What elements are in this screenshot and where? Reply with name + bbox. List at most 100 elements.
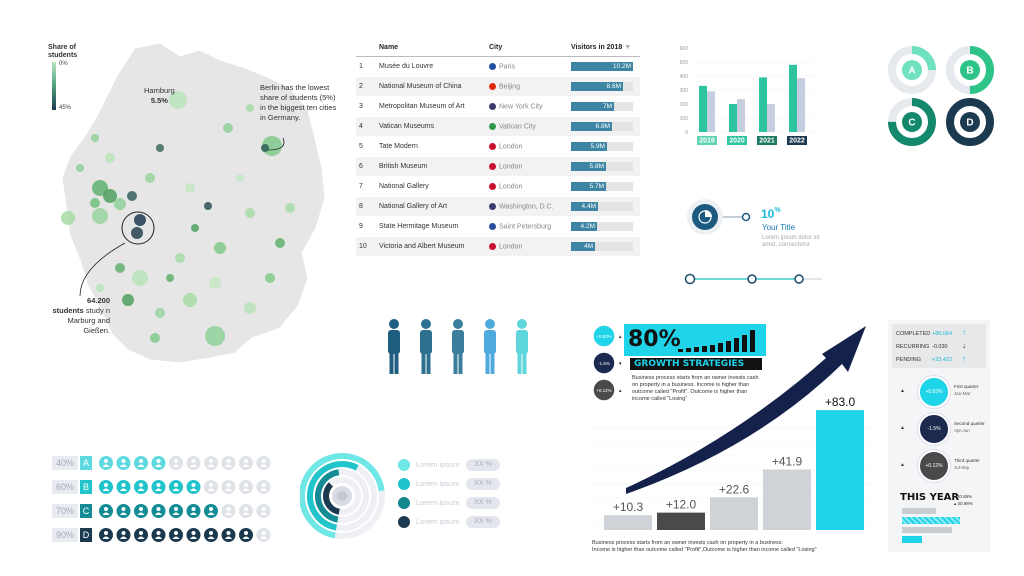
map-dot bbox=[134, 214, 146, 226]
map-dot bbox=[96, 284, 104, 292]
mini-bar bbox=[726, 341, 731, 352]
visitors-cell: 8.6M bbox=[568, 76, 640, 97]
this-year-bar-3 bbox=[902, 527, 952, 533]
quarter-sub: Apr-Jun bbox=[954, 428, 970, 433]
year-chip bbox=[727, 136, 747, 145]
percent-row: 90% D bbox=[52, 528, 282, 542]
growth-arrow-icon bbox=[626, 326, 866, 494]
stats-row: COMPLETED +86.064 ↑ bbox=[896, 328, 984, 339]
percent-label: 70% bbox=[52, 504, 78, 518]
person-leg-icon bbox=[458, 350, 463, 374]
title-widget-title: Your Title bbox=[762, 223, 796, 232]
percent-label: 60% bbox=[52, 480, 78, 494]
table-row: 8 National Gallery of Art Washington, D.C.… bbox=[356, 196, 640, 217]
map-dot bbox=[145, 173, 155, 183]
this-year-title: THIS YEAR bbox=[900, 492, 960, 503]
stats-value: +86.064 bbox=[932, 331, 953, 337]
y-tick-label: 400 bbox=[680, 74, 689, 80]
slider-knob-3[interactable] bbox=[794, 274, 804, 284]
person-leg-icon bbox=[426, 350, 431, 374]
visitors-bar-track: 5.7M bbox=[571, 182, 633, 191]
year-bar bbox=[759, 77, 767, 132]
flag-icon bbox=[489, 142, 496, 150]
map-dot bbox=[156, 144, 164, 152]
growth-badge-text: -1.5% bbox=[598, 361, 610, 366]
person-head-icon bbox=[485, 319, 495, 329]
map-dot bbox=[91, 134, 99, 142]
map-dot bbox=[185, 183, 195, 193]
percent-row: 70% C bbox=[52, 504, 282, 518]
map-dot bbox=[61, 211, 75, 225]
person-head-icon bbox=[421, 319, 431, 329]
y-tick-label: 200 bbox=[680, 102, 689, 108]
radial-arc bbox=[323, 477, 361, 515]
map-dot bbox=[122, 294, 134, 306]
visitors-label: 6.8M bbox=[595, 123, 610, 130]
donut-letter: A bbox=[908, 66, 915, 77]
legend-pill: XX % bbox=[466, 478, 500, 490]
quarter-badge: -1.5% bbox=[918, 413, 950, 445]
percent-sign: % bbox=[774, 207, 781, 214]
growth-badge bbox=[592, 378, 616, 402]
year-chip bbox=[697, 136, 717, 145]
map-dot bbox=[76, 164, 84, 172]
flag-icon bbox=[489, 242, 496, 250]
growth-bar-label: +83.0 bbox=[825, 395, 856, 409]
slider-knob-2[interactable] bbox=[747, 274, 757, 284]
flag-icon bbox=[489, 182, 496, 190]
year-bar bbox=[797, 78, 805, 132]
radial-legend-item: Lorem ipsum XX % bbox=[398, 497, 508, 509]
donut-center bbox=[902, 60, 922, 80]
hamburg-label: Hamburg bbox=[144, 86, 175, 95]
y-tick-label: 300 bbox=[680, 88, 689, 94]
stats-arrow-icon: ↑ bbox=[962, 328, 966, 337]
map-dot bbox=[115, 263, 125, 273]
city-cell: New York City bbox=[486, 96, 568, 117]
city-text: London bbox=[499, 163, 523, 171]
visitors-bar-track: 5.9M bbox=[571, 142, 633, 151]
visitors-label: 4M bbox=[583, 243, 593, 250]
city-cell: Beijing bbox=[486, 76, 568, 97]
donut-arc bbox=[946, 46, 994, 94]
col-city: City bbox=[486, 38, 568, 57]
city-text: London bbox=[499, 183, 523, 191]
rank-cell: 1 bbox=[356, 56, 376, 77]
growth-badge-text: +0.12% bbox=[596, 388, 611, 393]
person-head-icon bbox=[389, 319, 399, 329]
year-chip bbox=[757, 136, 777, 145]
map-dot bbox=[175, 253, 185, 263]
person-badge-row bbox=[99, 480, 271, 494]
stats-label: RECURRING bbox=[896, 344, 930, 350]
rank-cell: 9 bbox=[356, 216, 376, 237]
legend-pill: XX % bbox=[466, 459, 500, 471]
y-tick-label: 600 bbox=[680, 46, 689, 52]
table-row: 9 State Hermitage Museum Saint Petersburg 4… bbox=[356, 216, 640, 237]
donut-arc bbox=[946, 98, 994, 146]
legend-dot bbox=[398, 516, 410, 528]
donut-arc bbox=[888, 46, 936, 94]
growth-desc: Business process starts from an owner in… bbox=[632, 375, 759, 402]
table-row: 6 British Museum London 5.8M bbox=[356, 156, 640, 177]
year-bar bbox=[737, 99, 745, 132]
museum-table-panel: Name City Visitors in 2018 ▼ 1 Musée du L… bbox=[356, 38, 640, 260]
rank-cell: 10 bbox=[356, 236, 376, 257]
table-row: 4 Vatican Museums Vatican City 6.8M bbox=[356, 116, 640, 137]
person-leg-icon bbox=[453, 350, 458, 374]
person-badge-row bbox=[99, 504, 271, 518]
map-dot bbox=[166, 274, 174, 282]
visitors-bar bbox=[571, 142, 607, 151]
quarter-triangle-icon: ▲ bbox=[900, 462, 905, 468]
map-dot bbox=[275, 238, 285, 248]
flag-icon bbox=[489, 122, 496, 130]
this-year-bar-1 bbox=[902, 508, 936, 514]
stats-panel: COMPLETED +86.064 ↑ RECURRING -0.030 ↓ PENDING… bbox=[888, 320, 990, 552]
city-cell: London bbox=[486, 156, 568, 177]
slider-knob-1[interactable] bbox=[684, 273, 696, 285]
table-header-row: Name City Visitors in 2018 ▼ bbox=[356, 38, 640, 57]
rank-cell: 6 bbox=[356, 156, 376, 177]
year-chip bbox=[787, 136, 807, 145]
letter-donuts: A B C D bbox=[888, 46, 994, 146]
sort-icon[interactable]: ▼ bbox=[624, 43, 632, 51]
quarter-sub: Jan-Mar bbox=[954, 391, 971, 396]
person-leg-icon bbox=[421, 350, 426, 374]
